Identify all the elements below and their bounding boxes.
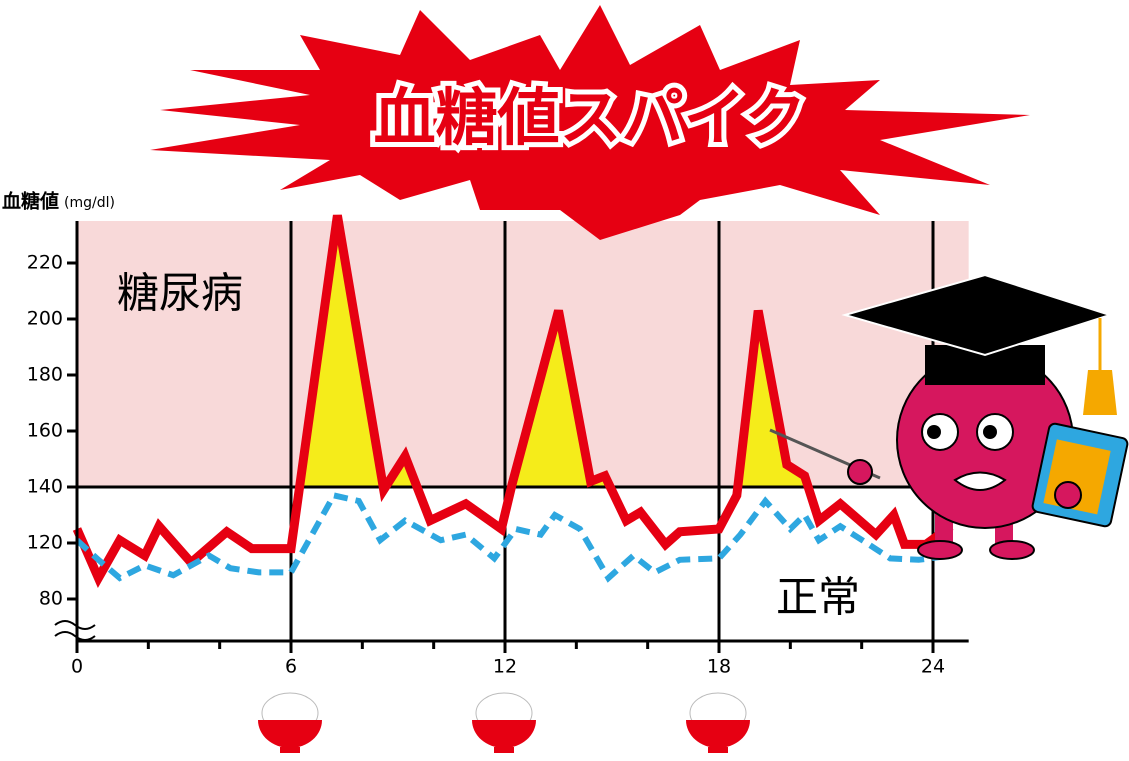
y-tick-label: 120 (27, 532, 63, 554)
y-tick-label: 140 (27, 476, 63, 498)
zone-label: 糖尿病 (117, 269, 243, 318)
x-tick-label: 12 (493, 656, 517, 678)
y-tick-label: 80 (39, 588, 63, 610)
y-tick-label: 180 (27, 364, 63, 386)
x-tick-label: 18 (707, 656, 731, 678)
title: 血糖値スパイク (374, 81, 807, 154)
x-tick-label: 0 (71, 656, 83, 678)
axis-break (54, 620, 96, 641)
y-label: 血糖値 (2, 190, 59, 213)
y-unit: (mg/dl) (64, 195, 115, 211)
line-normal (74, 491, 952, 583)
y-tick-label: 160 (27, 420, 63, 442)
normal-label: 正常 (776, 573, 860, 622)
y-tick-label: 220 (27, 252, 63, 274)
starburst (150, 5, 1030, 240)
x-tick-label: 24 (921, 656, 945, 678)
line-diabetes (72, 214, 954, 589)
y-tick-label: 200 (27, 308, 63, 330)
x-tick-label: 6 (285, 656, 297, 678)
mascot (769, 273, 1129, 560)
rice-bowls (258, 692, 750, 753)
